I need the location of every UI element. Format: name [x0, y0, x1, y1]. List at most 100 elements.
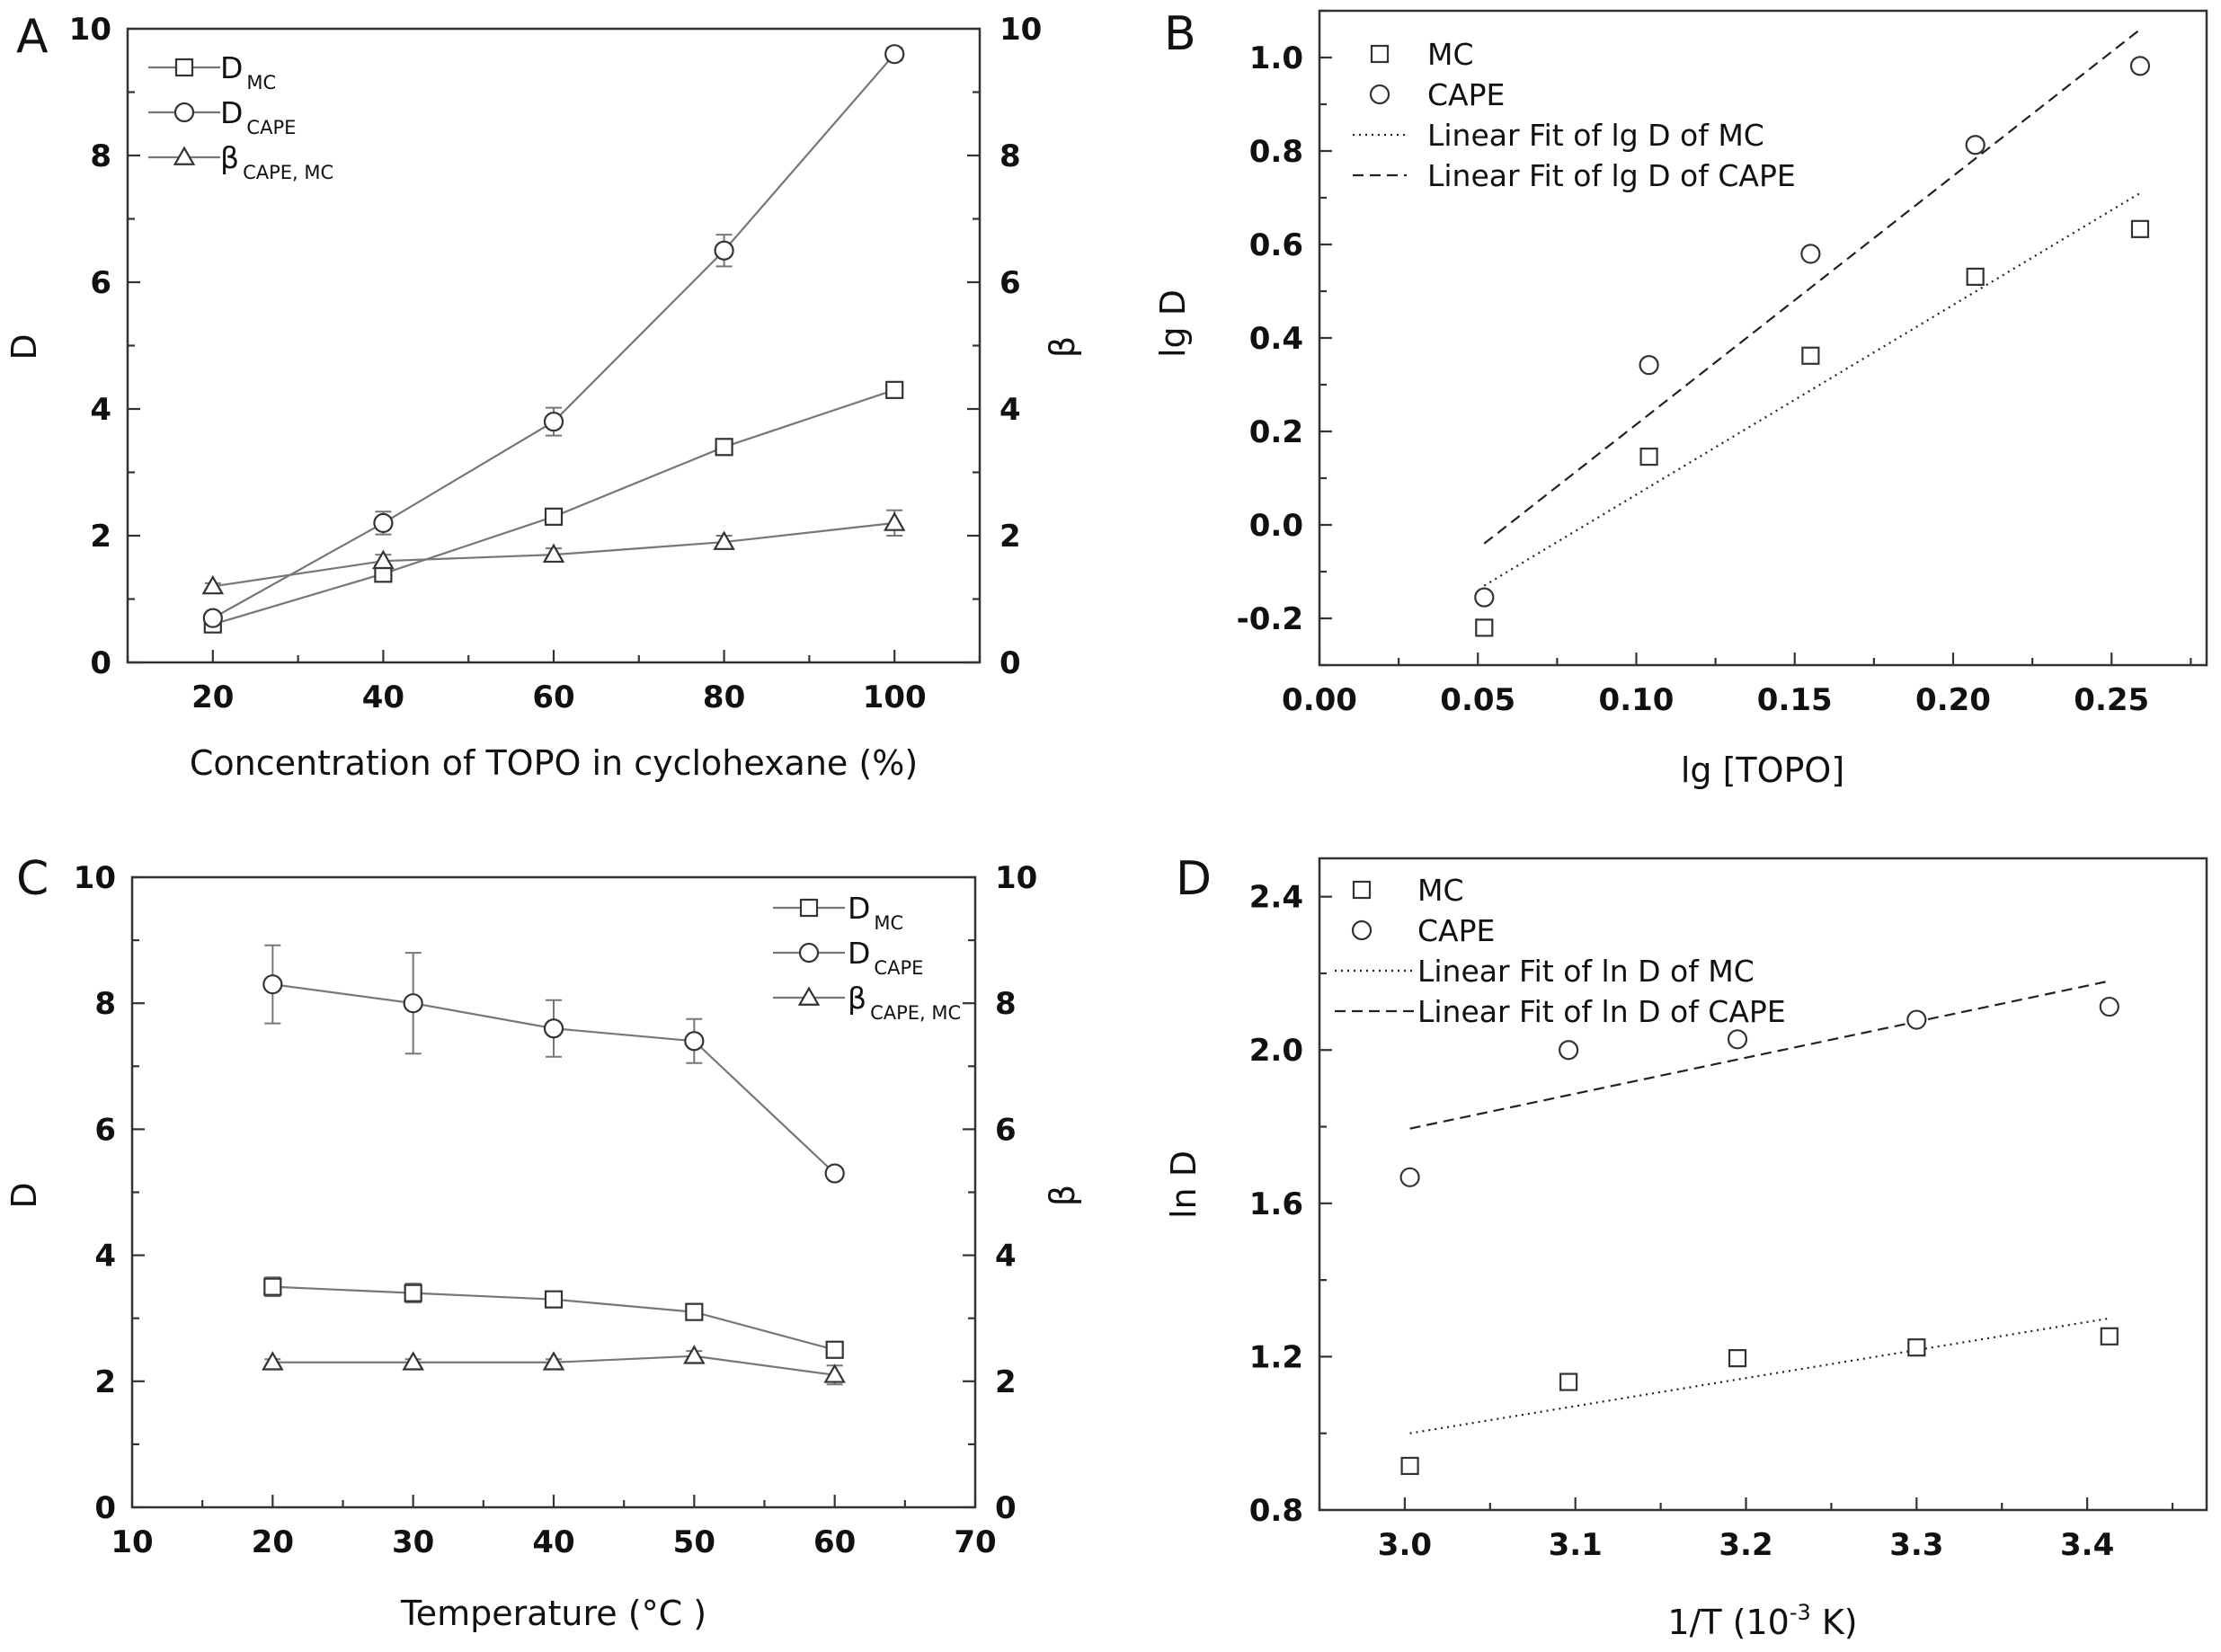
y-axis-title: lg D	[1153, 289, 1193, 358]
x-tick-label: 80	[703, 679, 745, 715]
x-axis-title: lg [TOPO]	[1681, 751, 1844, 790]
data-point-square	[1801, 346, 1820, 365]
x-tick-label: 20	[252, 1524, 294, 1560]
legend-label: CAPE	[1417, 913, 1495, 948]
x-tick-label: 3.3	[1889, 1527, 1943, 1563]
legend-marker-triangle	[797, 986, 821, 1006]
y2-tick-label: 0	[999, 645, 1021, 681]
data-point-circle	[824, 1163, 845, 1184]
data-point-square	[825, 1340, 844, 1359]
y2-tick-label: 2	[999, 519, 1021, 555]
legend-marker-circle	[1351, 919, 1373, 941]
legend-label-main: D	[848, 936, 870, 971]
y-tick-label: 0.6	[1249, 227, 1303, 263]
panel-letter: B	[1164, 7, 1196, 61]
y2-tick-label: 8	[995, 986, 1017, 1022]
legend-marker-square	[1370, 44, 1390, 64]
y2-tick-label: 6	[995, 1112, 1017, 1148]
series-circle	[262, 944, 845, 1184]
data-point-triangle	[372, 549, 395, 570]
data-point-square	[1966, 267, 1985, 286]
data-point-square	[544, 1290, 564, 1309]
data-point-square	[404, 1283, 422, 1302]
data-point-circle	[403, 993, 423, 1014]
y-tick-label: 0	[90, 645, 111, 681]
y2-tick-label: 4	[995, 1239, 1017, 1275]
y2-tick-label: 2	[995, 1364, 1017, 1400]
legend: MC CAPE Linear Fit of lg D of MC Linear Fit…	[1353, 37, 1796, 193]
x-tick-label: 50	[673, 1524, 715, 1560]
x-tick-label: 0.20	[1915, 682, 1991, 718]
y-axis-title: D	[4, 1182, 44, 1208]
y-tick-label: 2.4	[1249, 880, 1303, 916]
legend-label-main: β	[848, 981, 866, 1016]
y2-axis-title: β	[1043, 336, 1082, 358]
series-triangle	[201, 509, 906, 595]
x-tick-label: 30	[392, 1524, 434, 1560]
legend-label-sub: CAPE	[246, 117, 296, 138]
data-point-circle	[262, 974, 283, 995]
x-tick-label: 20	[191, 679, 234, 715]
legend-marker-square	[799, 898, 819, 918]
y2-tick-label: 6	[999, 265, 1021, 301]
x-tick-label: 10	[111, 1524, 153, 1560]
x-tick-label: 3.4	[2060, 1527, 2114, 1563]
y-tick-label: 1.2	[1249, 1339, 1303, 1375]
y-tick-label: 6	[94, 1112, 116, 1148]
legend-label-sub: CAPE	[874, 957, 923, 979]
data-point-triangle	[883, 511, 906, 531]
fit-line-mc	[1483, 191, 2141, 587]
data-point-square	[1728, 1349, 1747, 1368]
y-tick-label: 0.4	[1249, 321, 1303, 357]
data-point-circle	[202, 608, 223, 628]
x-axis-title: 1/T (10-3 K)	[1667, 1600, 1857, 1642]
legend-label-main: CAPE	[1427, 77, 1505, 112]
plot-frame	[130, 875, 977, 1509]
panel-letter: C	[16, 852, 49, 906]
legend-label: CAPE	[1427, 77, 1505, 112]
panel-b: B 0.00 0.05 0.10 0.15 0.20 0.25 -0.2 0.0 0.2 0.4 0.…	[1153, 7, 2208, 790]
x-tick-label: 40	[362, 679, 404, 715]
legend-label-main: CAPE	[1417, 913, 1495, 948]
y-axis-title: ln D	[1164, 1150, 1204, 1219]
legend-marker-square	[1352, 880, 1372, 900]
data-point-triangle	[542, 1351, 565, 1371]
x-axis-title-main: Temperature (°C )	[400, 1594, 706, 1633]
data-point-square	[2100, 1327, 2119, 1346]
x-tick-label: 70	[954, 1524, 996, 1560]
data-point-circle	[1559, 1040, 1579, 1061]
y-tick-label: 0.0	[1249, 508, 1303, 544]
panel-d: D 3.0 3.1 3.2 3.3 3.4 0.8 1.2 1.6 2.0 2.4 1/T (10-3…	[1164, 852, 2208, 1642]
y2-axis-title: β	[1043, 1185, 1082, 1206]
y2-tick-label: 10	[999, 12, 1042, 48]
data-point-square	[1907, 1338, 1926, 1357]
legend-marker-circle	[1369, 84, 1390, 105]
x-tick-label: 40	[532, 1524, 574, 1560]
legend-label-main: D	[220, 50, 243, 85]
x-axis-title: Temperature (°C )	[400, 1594, 706, 1633]
y-tick-label: 0.2	[1249, 414, 1303, 450]
x-axis-title: Concentration of TOPO in cyclohexane (%)	[190, 743, 918, 783]
legend-label: D CAPE	[220, 95, 296, 138]
legend-label-sub: CAPE, MC	[870, 1002, 961, 1024]
data-point-triangle	[402, 1351, 424, 1371]
x-axis-title-main: 1/T (10	[1667, 1603, 1789, 1642]
data-point-square	[885, 380, 904, 399]
y-tick-label: 2.0	[1249, 1033, 1303, 1069]
x-axis-title-sup: -3	[1790, 1600, 1811, 1625]
data-point-square	[2130, 219, 2150, 238]
legend-label: MC	[1417, 873, 1464, 908]
y-tick-label: 0.8	[1249, 134, 1303, 170]
data-point-triangle	[823, 1363, 846, 1383]
legend-label-sub: CAPE, MC	[243, 162, 333, 183]
series-square	[263, 1276, 844, 1359]
x-tick-label: 60	[813, 1524, 856, 1560]
x-tick-label: 3.1	[1549, 1527, 1603, 1563]
data-point-circle	[714, 240, 734, 261]
legend-label: D MC	[848, 891, 903, 934]
data-point-triangle	[262, 1351, 284, 1371]
legend-label-main: D	[848, 891, 870, 926]
y-tick-label: -0.2	[1237, 601, 1303, 637]
